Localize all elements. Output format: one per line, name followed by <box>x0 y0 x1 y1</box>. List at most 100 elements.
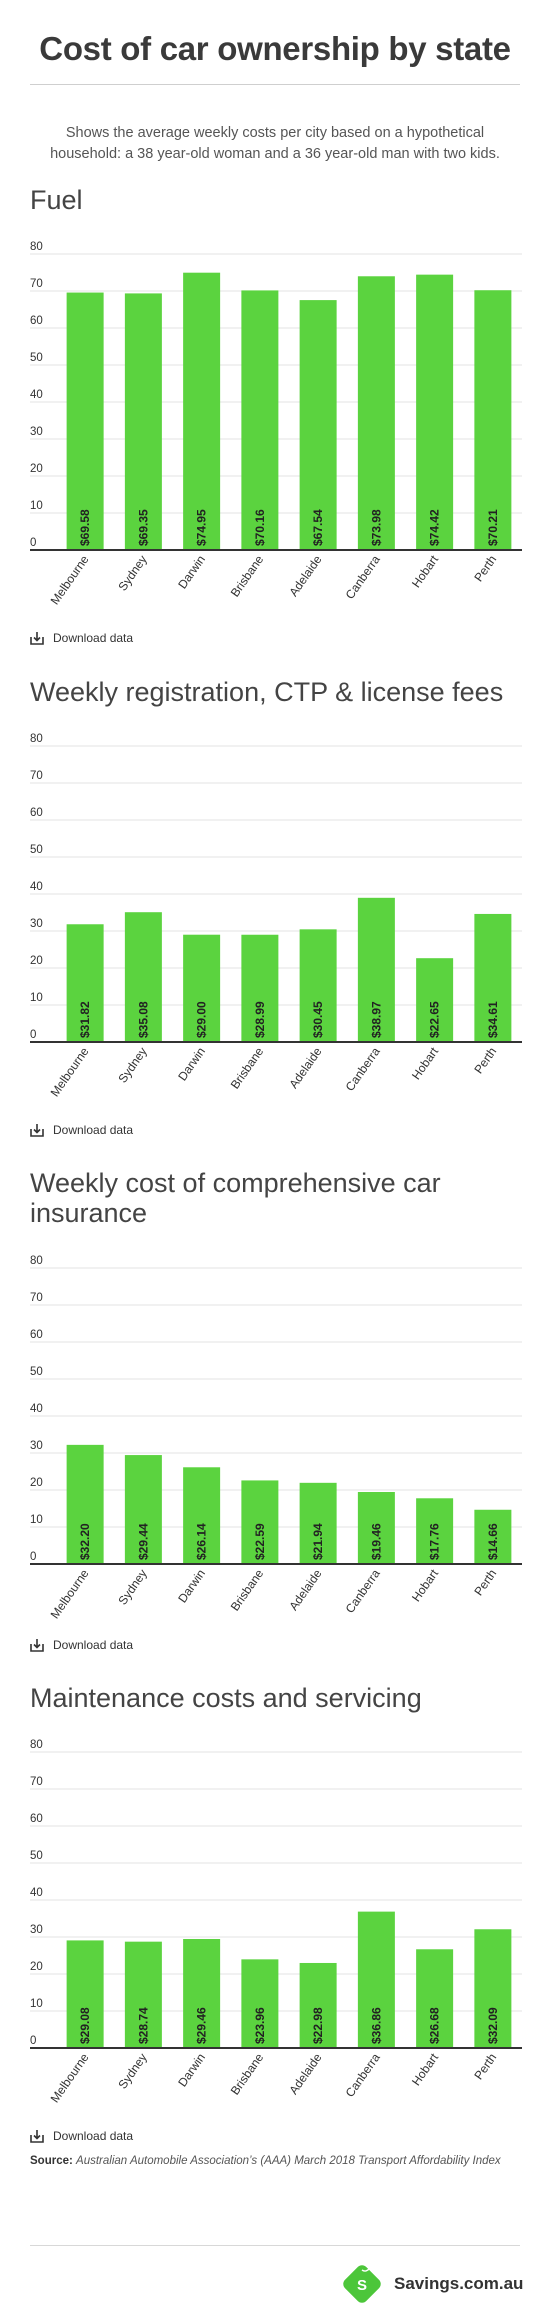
download-icon <box>30 632 44 645</box>
bar <box>124 293 162 550</box>
chart-section-registration: Weekly registration, CTP & license fees … <box>0 677 550 1137</box>
data-label: $38.97 <box>369 1001 383 1038</box>
chart-title: Weekly cost of comprehensive car insuran… <box>30 1168 441 1228</box>
x-tick-label: Sydney <box>115 553 149 594</box>
download-icon <box>30 1124 44 1137</box>
bar <box>124 1941 162 2048</box>
x-tick-label: Melbourne <box>48 1566 92 1621</box>
footer-divider <box>30 2245 520 2246</box>
x-tick-label: Canberra <box>343 1566 383 1615</box>
y-tick-label: 40 <box>30 1887 43 1899</box>
data-label: $73.98 <box>369 509 383 546</box>
x-tick-label: Canberra <box>343 2050 383 2099</box>
y-tick-label: 20 <box>30 1961 43 1973</box>
y-tick-label: 30 <box>30 426 43 438</box>
download-data-button[interactable]: Download data <box>30 1638 133 1652</box>
data-label: $29.44 <box>136 1523 150 1560</box>
data-label: $21.94 <box>311 1523 325 1560</box>
x-tick-label: Adelaide <box>286 552 324 599</box>
bar <box>66 924 104 1042</box>
x-tick-label: Perth <box>471 1045 499 1077</box>
y-tick-label: 60 <box>30 1329 43 1341</box>
bar <box>183 272 221 550</box>
source-note: Source: Australian Automobile Associatio… <box>30 2152 530 2171</box>
y-tick-label: 50 <box>30 1850 43 1862</box>
data-label: $74.42 <box>428 509 442 546</box>
x-tick-label: Darwin <box>175 1045 208 1084</box>
bar-chart-maintenance: 80 70 60 50 40 30 20 10 0 $29.08 Melbourne $28.74 Sy… <box>30 1739 522 2105</box>
brand-name: Savings.com.au <box>394 2274 524 2293</box>
download-data-button[interactable]: Download data <box>30 2129 133 2143</box>
data-label: $69.35 <box>136 509 150 546</box>
bar <box>416 958 454 1042</box>
data-label: $36.86 <box>369 2007 383 2044</box>
download-icon <box>30 1639 44 1652</box>
x-tick-label: Darwin <box>175 553 208 592</box>
page-subtitle: Shows the average weekly costs per city … <box>50 125 500 162</box>
download-data-label: Download data <box>53 1638 134 1652</box>
bar <box>241 1959 279 2048</box>
data-label: $70.21 <box>486 509 500 546</box>
download-data-button[interactable]: Download data <box>30 631 133 645</box>
savings-logo-icon: S <box>343 2265 381 2303</box>
bar <box>66 1940 104 2048</box>
y-tick-label: 70 <box>30 1292 43 1304</box>
y-tick-label: 10 <box>30 1998 43 2010</box>
x-tick-label: Hobart <box>409 2050 442 2088</box>
data-label: $28.74 <box>136 2007 150 2044</box>
bar <box>124 1455 162 1564</box>
bar <box>183 934 221 1042</box>
x-tick-label: Adelaide <box>286 1044 324 1091</box>
y-tick-label: 40 <box>30 389 43 401</box>
y-tick-label: 80 <box>30 241 43 253</box>
data-label: $19.46 <box>369 1523 383 1560</box>
x-tick-label: Sydney <box>115 1567 149 1608</box>
bar-chart-fuel: 80 70 60 50 40 30 20 10 0 $69.58 Melbourne $69.35 Sy… <box>30 241 522 607</box>
y-tick-label: 10 <box>30 992 43 1004</box>
chart-section-fuel: Fuel 80 70 60 50 40 30 20 10 0 $69.58 Melbourne $69… <box>0 185 550 645</box>
data-label: $29.00 <box>195 1001 209 1038</box>
bar <box>124 912 162 1042</box>
y-tick-label: 60 <box>30 807 43 819</box>
data-label: $22.98 <box>311 2007 325 2044</box>
x-tick-label: Perth <box>471 553 499 585</box>
y-tick-label: 80 <box>30 1739 43 1751</box>
data-label: $23.96 <box>253 2007 267 2044</box>
x-tick-label: Hobart <box>409 1044 442 1082</box>
x-tick-label: Sydney <box>115 2051 149 2092</box>
x-tick-label: Perth <box>471 1567 499 1599</box>
download-data-label: Download data <box>53 631 134 645</box>
chart-section-maintenance: Maintenance costs and servicing 80 70 60 50… <box>0 1683 550 2143</box>
data-label: $22.65 <box>428 1001 442 1038</box>
x-tick-label: Adelaide <box>286 2050 324 2097</box>
y-tick-label: 70 <box>30 278 43 290</box>
bar <box>299 929 337 1042</box>
data-label: $29.08 <box>78 2007 92 2044</box>
y-tick-label: 50 <box>30 352 43 364</box>
y-tick-label: 50 <box>30 844 43 856</box>
source-label: Source: <box>30 2155 73 2167</box>
bar-chart-registration: 80 70 60 50 40 30 20 10 0 $31.82 Melbourne $35.08 Sy… <box>30 733 522 1099</box>
x-tick-label: Hobart <box>409 552 442 590</box>
bar <box>241 934 279 1042</box>
y-tick-label: 0 <box>30 537 36 549</box>
x-tick-label: Melbourne <box>48 1044 92 1099</box>
source-text: Australian Automobile Association’s (AAA… <box>76 2155 501 2167</box>
data-label: $67.54 <box>311 509 325 546</box>
bar <box>299 1482 337 1564</box>
y-tick-label: 60 <box>30 1813 43 1825</box>
x-tick-label: Canberra <box>343 552 383 601</box>
x-tick-label: Adelaide <box>286 1566 324 1613</box>
bar <box>474 1509 512 1564</box>
y-tick-label: 70 <box>30 770 43 782</box>
y-tick-label: 20 <box>30 463 43 475</box>
x-tick-label: Melbourne <box>48 552 92 607</box>
x-tick-label: Brisbane <box>228 1044 267 1091</box>
y-tick-label: 10 <box>30 1514 43 1526</box>
brand-logo[interactable]: S Savings.com.au <box>340 2262 523 2306</box>
bar <box>357 1491 395 1564</box>
bar <box>416 1949 454 2048</box>
data-label: $26.68 <box>428 2007 442 2044</box>
bar <box>66 292 104 550</box>
download-data-button[interactable]: Download data <box>30 1123 133 1137</box>
